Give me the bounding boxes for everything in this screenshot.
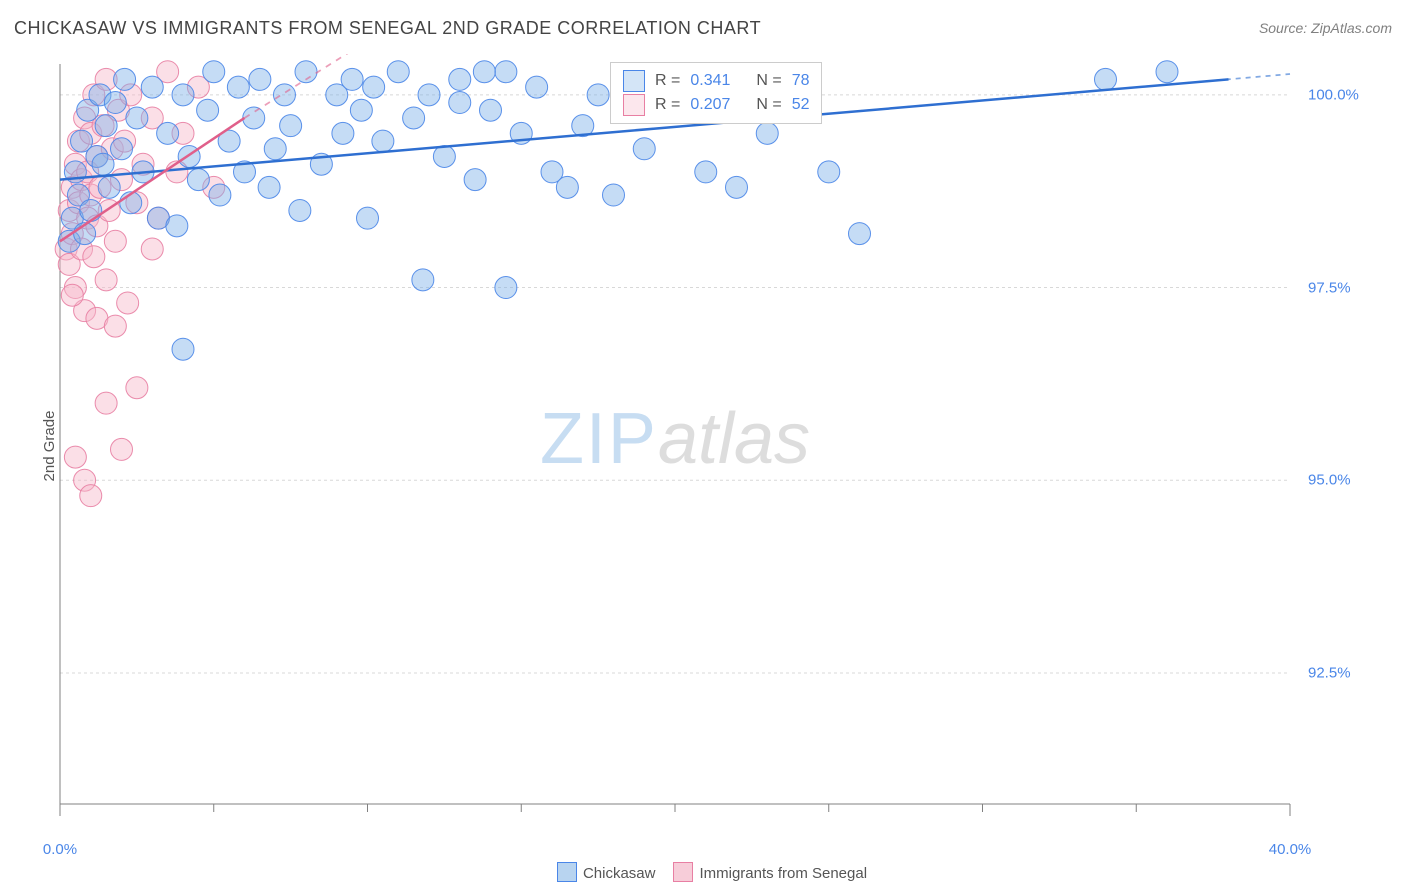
stats-row: R = 0.341 N = 78 [623,69,809,93]
stats-r-label: R = [655,69,680,93]
stats-n-value: 52 [792,93,810,117]
legend-swatch [557,862,577,882]
stats-n-label: N = [756,93,781,117]
legend-label: Immigrants from Senegal [699,865,867,882]
stats-n-label: N = [756,69,781,93]
scatter-svg [50,54,1300,824]
stats-legend-box: R = 0.341 N = 78 R = 0.207 N = 52 [610,62,822,124]
chart-title: CHICKASAW VS IMMIGRANTS FROM SENEGAL 2ND… [14,18,761,38]
y-tick-label: 92.5% [1308,664,1351,681]
legend-label: Chickasaw [583,865,656,882]
stats-row: R = 0.207 N = 52 [623,93,809,117]
legend-swatch [623,94,645,116]
stats-r-label: R = [655,93,680,117]
header: CHICKASAW VS IMMIGRANTS FROM SENEGAL 2ND… [14,18,1392,48]
stats-r-value: 0.207 [690,93,746,117]
stats-r-value: 0.341 [690,69,746,93]
legend-swatch [673,862,693,882]
legend-swatch [623,70,645,92]
legend-bottom: Chickasaw Immigrants from Senegal [0,862,1406,882]
y-tick-label: 97.5% [1308,279,1351,296]
y-tick-label: 100.0% [1308,86,1359,103]
x-tick-label: 40.0% [1269,841,1312,858]
x-tick-label: 0.0% [43,841,77,858]
plot-area: ZIPatlas R =0.341N =78R =0.207N =52 [50,54,1300,824]
stats-n-value: 78 [792,69,810,93]
source-text: Source: ZipAtlas.com [1259,20,1392,36]
y-tick-label: 95.0% [1308,472,1351,489]
